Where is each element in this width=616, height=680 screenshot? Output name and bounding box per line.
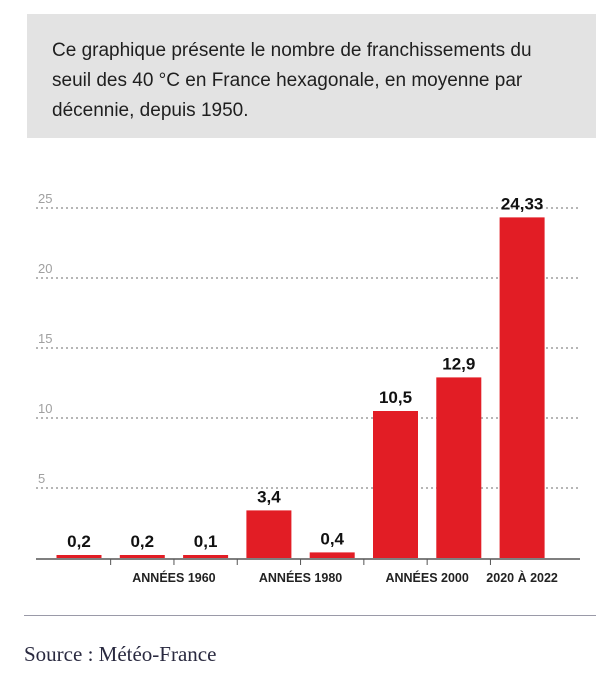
bar-value-label: 0,2 (67, 532, 91, 551)
divider (24, 615, 596, 616)
description-box (27, 14, 596, 138)
source-credit: Source : Météo-France (24, 642, 217, 666)
bar-3 (246, 510, 292, 558)
y-tick-label: 20 (38, 261, 52, 276)
bar-value-label: 0,4 (320, 529, 344, 548)
bar-0 (56, 555, 102, 558)
bar-value-label: 12,9 (442, 354, 475, 373)
y-tick-label: 15 (38, 331, 52, 346)
bar-2 (183, 555, 229, 558)
bar-value-label: 0,2 (130, 532, 154, 551)
bar-4 (309, 552, 355, 558)
bar-6 (436, 377, 482, 558)
bar-value-label: 10,5 (379, 388, 412, 407)
x-category-label: ANNÉES 2000 (385, 570, 468, 585)
bar-value-label: 24,33 (501, 194, 544, 213)
x-category-label: 2020 À 2022 (486, 570, 558, 585)
bar-value-label: 0,1 (194, 532, 218, 551)
bar-value-label: 3,4 (257, 487, 281, 506)
y-tick-label: 5 (38, 471, 45, 486)
x-category-label: ANNÉES 1960 (132, 570, 215, 585)
y-tick-label: 25 (38, 191, 52, 206)
bar-chart: 5 10 15 20 25 0,2 0,2 0,1 3,4 0,4 10,5 12,9 24,33 ANN… (36, 191, 580, 585)
bar-7 (499, 217, 545, 558)
x-category-label: ANNÉES 1980 (259, 570, 342, 585)
chart-description: Ce graphique présente le nombre de franc… (52, 40, 532, 121)
y-tick-label: 10 (38, 401, 52, 416)
bar-5 (373, 411, 418, 558)
bar-1 (119, 555, 165, 558)
